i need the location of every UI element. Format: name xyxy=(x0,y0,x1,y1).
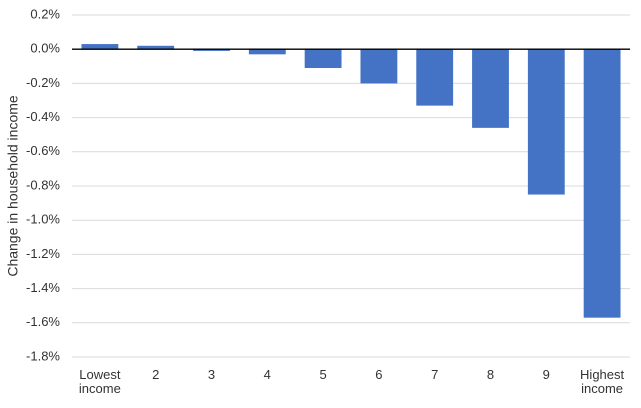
bar xyxy=(472,49,509,128)
x-tick-label: 3 xyxy=(207,367,216,382)
bar xyxy=(360,49,398,84)
x-tick-label: 7 xyxy=(431,367,439,382)
x-tick-label: 5 xyxy=(319,367,327,382)
bar xyxy=(137,45,175,50)
y-tick-label: 0.2% xyxy=(30,6,60,21)
bar xyxy=(81,44,119,50)
y-tick-label: -0.4% xyxy=(26,109,60,124)
y-tick-label: -1.0% xyxy=(26,212,60,227)
bar xyxy=(527,49,565,195)
y-tick-label: -0.6% xyxy=(26,143,60,158)
x-tick-label: Lowest income xyxy=(78,367,121,396)
x-tick-label: 8 xyxy=(486,367,495,382)
y-tick-label: -1.2% xyxy=(26,246,60,261)
y-axis-label: Change in household income xyxy=(5,95,21,277)
y-tick-label: -0.8% xyxy=(26,177,60,192)
x-tick-label: 9 xyxy=(542,367,550,382)
bar xyxy=(193,49,230,51)
x-tick-label: 2 xyxy=(152,367,160,382)
x-tick-label: Highest income xyxy=(580,367,625,396)
bar xyxy=(416,49,454,106)
x-tick-label: 4 xyxy=(263,367,271,382)
y-tick-label: -1.6% xyxy=(26,314,60,329)
y-tick-label: -1.8% xyxy=(26,348,60,363)
y-tick-label: -0.2% xyxy=(26,75,60,90)
x-tick-label: 6 xyxy=(375,367,383,382)
y-tick-label: 0.0% xyxy=(30,41,60,56)
bar xyxy=(304,49,342,69)
bar xyxy=(248,49,286,55)
y-tick-label: -1.4% xyxy=(26,280,60,295)
bar xyxy=(583,49,621,318)
